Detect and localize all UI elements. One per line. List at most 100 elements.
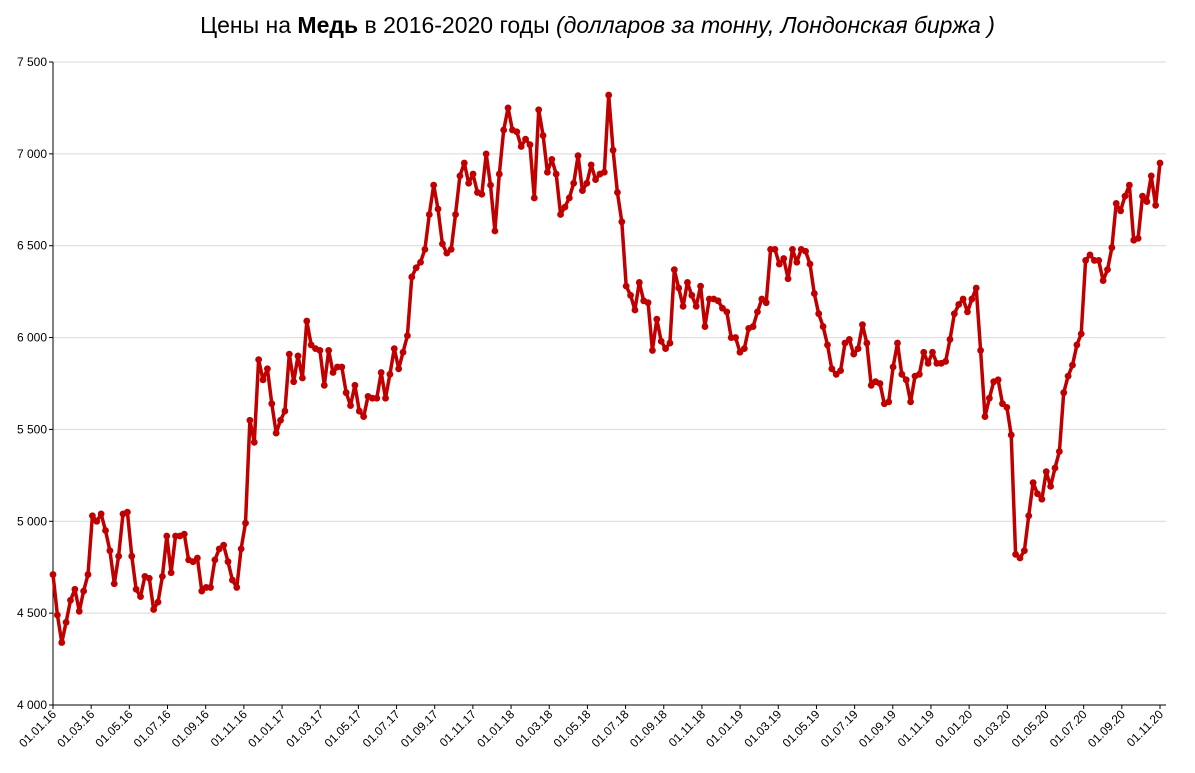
data-point [487, 181, 494, 189]
data-point [395, 365, 403, 373]
data-point [294, 352, 302, 360]
data-point [491, 227, 499, 235]
data-point [692, 302, 700, 310]
data-point [246, 416, 254, 424]
data-point [84, 571, 92, 578]
y-tick-label: 4 000 [17, 698, 47, 712]
data-point [329, 369, 337, 376]
data-point [548, 155, 556, 163]
data-point [609, 146, 617, 154]
data-point [1047, 482, 1055, 490]
data-point [649, 347, 656, 354]
data-point [211, 556, 219, 564]
data-point [303, 317, 311, 325]
y-tick-label: 6 000 [17, 331, 47, 345]
y-tick-label: 7 500 [17, 55, 47, 69]
data-point [1112, 200, 1120, 207]
x-tick-label: 01.05.16 [93, 707, 136, 750]
data-point [224, 558, 232, 566]
data-point [97, 510, 105, 518]
data-point [977, 347, 985, 354]
data-point [627, 291, 634, 299]
data-point [837, 367, 844, 375]
data-point [561, 203, 569, 211]
x-tick-label: 01.07.20 [1047, 707, 1090, 750]
data-point [67, 596, 74, 604]
data-point [386, 370, 394, 378]
data-point [500, 126, 508, 134]
data-point [850, 350, 858, 358]
data-point [968, 295, 976, 303]
data-point [1139, 192, 1146, 200]
data-point [1038, 495, 1046, 503]
x-tick-label: 01.01.20 [932, 707, 975, 750]
data-point [583, 179, 591, 187]
x-tick-label: 01.11.18 [666, 707, 709, 750]
data-point [447, 245, 455, 253]
data-point [701, 323, 709, 330]
y-tick-label: 5 500 [17, 422, 47, 436]
data-point [950, 310, 958, 318]
data-point [220, 541, 228, 549]
x-tick-label: 01.11.20 [1124, 707, 1167, 750]
gridlines [53, 61, 1166, 614]
data-point [780, 255, 788, 262]
data-point [193, 554, 201, 562]
data-point [526, 141, 534, 149]
data-point [158, 573, 166, 580]
x-tick-label: 01.07.17 [360, 707, 403, 750]
data-point [1016, 554, 1024, 562]
data-point [75, 607, 83, 615]
data-point [679, 302, 687, 310]
data-point [802, 247, 809, 255]
data-point [123, 508, 131, 516]
data-point [723, 308, 731, 316]
data-point [71, 585, 79, 593]
data-point [959, 295, 967, 303]
x-axis-ticks: 01.01.1601.03.1601.05.1601.07.1601.09.16… [16, 705, 1166, 750]
x-tick-label: 01.05.20 [1009, 707, 1052, 750]
data-point [662, 345, 669, 352]
data-point [355, 407, 363, 415]
data-point [62, 618, 70, 626]
data-point [412, 264, 420, 272]
series-copper-price [49, 91, 1164, 646]
data-point [504, 104, 512, 112]
data-point [237, 545, 245, 553]
data-point [1152, 201, 1160, 209]
data-point [618, 218, 626, 226]
data-point [522, 135, 529, 143]
data-point [815, 310, 823, 318]
x-tick-label: 01.05.19 [780, 707, 823, 750]
data-point [644, 299, 652, 307]
data-point [1156, 159, 1164, 167]
data-point [929, 348, 936, 356]
x-tick-label: 01.07.19 [818, 707, 861, 750]
data-point [666, 339, 674, 347]
data-point [876, 380, 884, 387]
data-point [167, 569, 175, 577]
data-point [793, 258, 801, 266]
data-point [128, 552, 136, 560]
data-point [513, 128, 521, 136]
data-point [635, 279, 643, 286]
data-point [1020, 547, 1028, 555]
data-point [417, 258, 424, 266]
x-tick-label: 01.01.18 [474, 707, 517, 750]
data-point [228, 576, 236, 584]
data-point [137, 593, 144, 601]
data-point [592, 176, 599, 183]
data-point [102, 527, 109, 534]
data-point [789, 245, 796, 253]
data-point [565, 194, 573, 202]
data-point [338, 363, 346, 371]
data-point [1025, 512, 1033, 520]
data-point [631, 306, 639, 314]
chart-title: Цены на Медь в 2016-2020 годы (долларов … [0, 12, 1195, 39]
data-point [657, 337, 665, 345]
data-point [469, 170, 477, 178]
data-point [399, 348, 407, 356]
x-tick-label: 01.11.16 [208, 707, 251, 750]
data-point [517, 143, 525, 150]
data-point [316, 347, 324, 354]
